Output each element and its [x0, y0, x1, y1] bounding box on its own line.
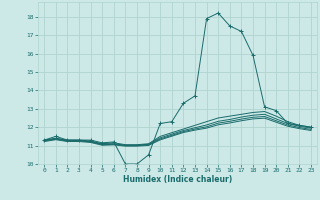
X-axis label: Humidex (Indice chaleur): Humidex (Indice chaleur): [123, 175, 232, 184]
